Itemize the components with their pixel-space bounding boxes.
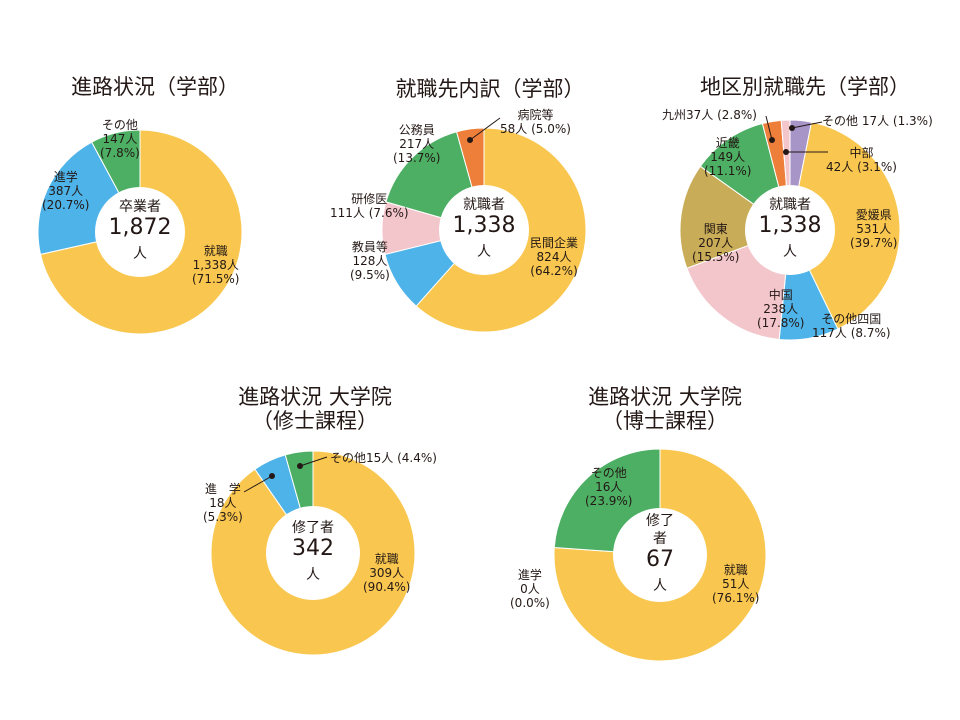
pie-slice-0 <box>553 448 767 662</box>
center-unit: 人 <box>306 567 320 583</box>
pie-center: 就職者 1,338 人 <box>759 196 822 264</box>
slice-label: 愛媛県 531人 (39.7%) <box>850 208 898 250</box>
slice-label: その他 17人 (1.3%) <box>822 114 933 128</box>
center-unit: 人 <box>476 244 491 260</box>
chart-subtitle: （博士課程） <box>602 409 728 433</box>
center-value: 1,338 <box>758 213 822 238</box>
center-unit: 人 <box>782 244 797 260</box>
chart-title: 就職先内訳（学部） <box>395 77 585 101</box>
slice-label: 民間企業 824人 (64.2%) <box>530 236 579 278</box>
chart-subtitle: （修士課程） <box>252 409 378 433</box>
slice-label: 進学 387人 (20.7%) <box>42 170 90 212</box>
center-label: 就職者 <box>768 197 811 213</box>
donut-hole <box>439 185 529 275</box>
center-unit: 人 <box>132 246 147 262</box>
slice-label: 就職 309人 (90.4%) <box>363 552 411 594</box>
slice-label: 研修医 111人 (7.6%) <box>330 192 409 220</box>
slice-label: 近畿 149人 (11.1%) <box>704 136 752 178</box>
pie-center: 修了者 342 人 <box>292 519 334 587</box>
slice-label: その他四国 117人 (8.7%) <box>812 312 891 340</box>
slice-label: 進学 0人 (0.0%) <box>510 568 550 610</box>
slice-label: 就職 51人 (76.1%) <box>712 563 760 605</box>
slice-label: その他15人 (4.4%) <box>330 451 437 465</box>
pie-center: 修了者 67 人 <box>646 512 674 598</box>
donut-hole <box>266 506 360 600</box>
slice-label: 関東 207人 (15.5%) <box>692 222 740 264</box>
center-value: 67 <box>646 547 674 572</box>
center-label: 就職者 <box>462 197 505 213</box>
chart-title: 地区別就職先（学部） <box>700 75 910 99</box>
slice-label: 就職 1,338人 (71.5%) <box>192 244 240 286</box>
donut-hole <box>613 508 707 602</box>
center-label: 卒業者 <box>118 199 161 215</box>
slice-label: 公務員 217人 (13.7%) <box>393 123 441 165</box>
slice-label: 中国 238人 (17.8%) <box>757 288 805 330</box>
slice-label: 病院等 58人 (5.0%) <box>500 108 571 136</box>
center-label: 修了者 <box>292 520 334 536</box>
slice-label: 教員等 128人 (9.5%) <box>350 240 390 282</box>
slice-label: その他 16人 (23.9%) <box>585 466 633 508</box>
slice-label: 進 学 18人 (5.3%) <box>203 482 243 524</box>
center-unit: 人 <box>653 578 667 594</box>
donut-hole <box>95 187 185 277</box>
pie-center: 卒業者 1,872 人 <box>109 198 172 266</box>
chart-title: 進路状況 大学院 <box>238 385 392 409</box>
pie-slice-4 <box>679 165 792 269</box>
center-value: 1,338 <box>452 213 516 238</box>
slice-label: その他 147人 (7.8%) <box>100 118 140 160</box>
chart-title: 進路状況（学部） <box>71 75 239 99</box>
pie-slice-1 <box>789 121 901 330</box>
chart-title: 進路状況 大学院 <box>588 385 742 409</box>
slice-label: 中部 42人 (3.1%) <box>826 146 897 174</box>
center-label: 修了者 <box>646 513 674 547</box>
slice-label: 九州37人 (2.8%) <box>662 108 757 122</box>
pie-center: 就職者 1,338 人 <box>453 196 516 264</box>
center-value: 1,872 <box>108 215 172 240</box>
center-value: 342 <box>292 536 334 561</box>
donut-hole <box>745 185 835 275</box>
